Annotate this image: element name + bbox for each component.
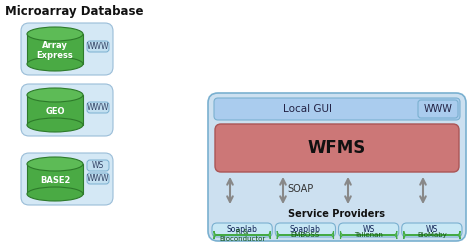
Ellipse shape: [27, 88, 83, 102]
FancyBboxPatch shape: [87, 160, 109, 171]
FancyBboxPatch shape: [87, 41, 109, 52]
FancyBboxPatch shape: [212, 223, 272, 237]
Text: BioMaby: BioMaby: [417, 232, 447, 238]
Ellipse shape: [27, 118, 83, 132]
Polygon shape: [27, 95, 83, 125]
FancyBboxPatch shape: [21, 84, 113, 136]
FancyBboxPatch shape: [418, 100, 458, 118]
Ellipse shape: [27, 27, 83, 41]
Text: SOAP: SOAP: [287, 184, 313, 193]
FancyBboxPatch shape: [338, 223, 399, 237]
Text: GEO: GEO: [45, 107, 65, 116]
Text: Microarray Database: Microarray Database: [5, 5, 144, 18]
FancyBboxPatch shape: [87, 173, 109, 184]
FancyBboxPatch shape: [21, 153, 113, 205]
Text: WWW: WWW: [87, 103, 109, 112]
Text: WS: WS: [363, 225, 375, 234]
Ellipse shape: [27, 187, 83, 201]
FancyBboxPatch shape: [404, 231, 460, 239]
FancyBboxPatch shape: [402, 223, 462, 237]
Text: Local GUI: Local GUI: [283, 104, 332, 114]
FancyBboxPatch shape: [87, 102, 109, 113]
FancyBboxPatch shape: [340, 231, 397, 239]
FancyBboxPatch shape: [214, 231, 270, 239]
Text: BASE2: BASE2: [40, 176, 70, 185]
Text: Service Providers: Service Providers: [289, 209, 385, 219]
Text: WS: WS: [426, 225, 438, 234]
FancyBboxPatch shape: [215, 124, 459, 172]
Text: WWW: WWW: [424, 104, 453, 114]
Text: WS: WS: [92, 161, 104, 170]
FancyBboxPatch shape: [214, 98, 460, 120]
Polygon shape: [27, 34, 83, 64]
Text: Talienan: Talienan: [354, 232, 383, 238]
Text: WWW: WWW: [87, 174, 109, 183]
Ellipse shape: [27, 57, 83, 71]
Text: WFMS: WFMS: [308, 139, 366, 157]
FancyBboxPatch shape: [21, 23, 113, 75]
FancyBboxPatch shape: [277, 231, 334, 239]
Text: Soaplab: Soaplab: [290, 225, 321, 234]
Polygon shape: [27, 164, 83, 194]
Text: Array
Express: Array Express: [36, 41, 73, 60]
FancyBboxPatch shape: [208, 93, 466, 241]
Text: R &
Bioconductor: R & Bioconductor: [219, 229, 265, 242]
FancyBboxPatch shape: [275, 223, 336, 237]
Text: WWW: WWW: [87, 42, 109, 51]
Text: Soaplab: Soaplab: [227, 225, 257, 234]
Ellipse shape: [27, 157, 83, 171]
Text: EMBOSS: EMBOSS: [291, 232, 320, 238]
